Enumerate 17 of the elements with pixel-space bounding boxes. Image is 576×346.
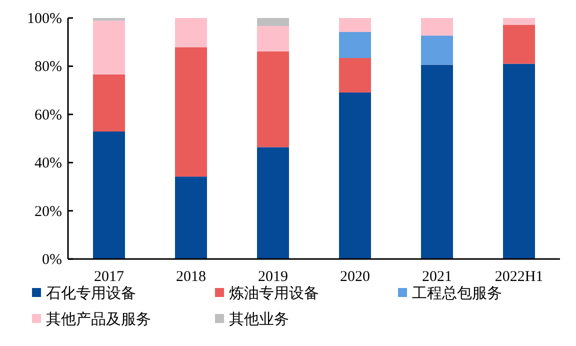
x-tick-label: 2021 xyxy=(422,269,452,285)
y-tick-label: 60% xyxy=(34,107,62,124)
y-tick-label: 100% xyxy=(27,11,62,27)
legend-label: 其他产品及服务 xyxy=(46,311,151,328)
x-tick-label: 2018 xyxy=(176,269,206,285)
y-tick-label: 80% xyxy=(34,59,62,76)
x-tick-label: 2022H1 xyxy=(494,269,544,285)
y-tick-label: 40% xyxy=(34,156,62,172)
legend-label: 炼油专用设备 xyxy=(229,285,319,302)
legend-label: 工程总包服务 xyxy=(412,285,502,302)
x-tick-label: 2020 xyxy=(340,269,370,285)
legend-label: 石化专用设备 xyxy=(46,285,136,302)
x-tick-label: 2017 xyxy=(94,269,124,285)
y-tick-label: 20% xyxy=(34,204,62,220)
legend-label: 其他业务 xyxy=(229,311,289,328)
x-tick-label: 2019 xyxy=(258,269,288,285)
y-tick-label: 0% xyxy=(42,252,62,268)
